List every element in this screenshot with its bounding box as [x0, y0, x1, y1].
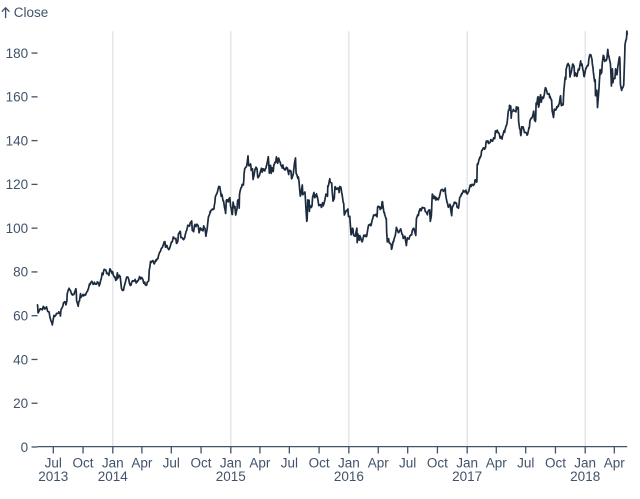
svg-text:2015: 2015: [216, 469, 246, 484]
svg-text:40: 40: [13, 352, 28, 367]
svg-text:Jul: Jul: [281, 456, 298, 471]
svg-text:20: 20: [13, 396, 28, 411]
svg-text:Jul: Jul: [399, 456, 416, 471]
svg-text:Oct: Oct: [191, 456, 212, 471]
svg-text:160: 160: [6, 90, 29, 105]
svg-text:140: 140: [6, 133, 29, 148]
svg-text:80: 80: [13, 265, 28, 280]
svg-text:Jan: Jan: [338, 456, 360, 471]
svg-text:Jan: Jan: [102, 456, 124, 471]
svg-text:2014: 2014: [98, 469, 129, 484]
svg-text:180: 180: [6, 46, 29, 61]
svg-text:Jan: Jan: [220, 456, 242, 471]
svg-text:Apr: Apr: [249, 456, 271, 471]
svg-text:Oct: Oct: [545, 456, 566, 471]
svg-text:2017: 2017: [452, 469, 482, 484]
svg-text:2018: 2018: [570, 469, 600, 484]
svg-text:Jan: Jan: [574, 456, 596, 471]
svg-text:Apr: Apr: [486, 456, 508, 471]
svg-text:Apr: Apr: [368, 456, 390, 471]
svg-text:0: 0: [21, 440, 29, 455]
svg-text:Oct: Oct: [73, 456, 94, 471]
svg-text:Apr: Apr: [604, 456, 626, 471]
svg-text:60: 60: [13, 308, 28, 323]
svg-text:Apr: Apr: [131, 456, 153, 471]
svg-text:100: 100: [6, 221, 29, 236]
svg-text:Close: Close: [14, 5, 49, 20]
svg-text:Jul: Jul: [517, 456, 534, 471]
svg-text:2013: 2013: [38, 469, 68, 484]
svg-text:2016: 2016: [334, 469, 364, 484]
svg-text:Jan: Jan: [456, 456, 478, 471]
svg-text:Oct: Oct: [309, 456, 330, 471]
svg-text:Jul: Jul: [163, 456, 180, 471]
svg-text:Oct: Oct: [427, 456, 448, 471]
svg-text:Jul: Jul: [45, 456, 62, 471]
svg-text:120: 120: [6, 177, 29, 192]
